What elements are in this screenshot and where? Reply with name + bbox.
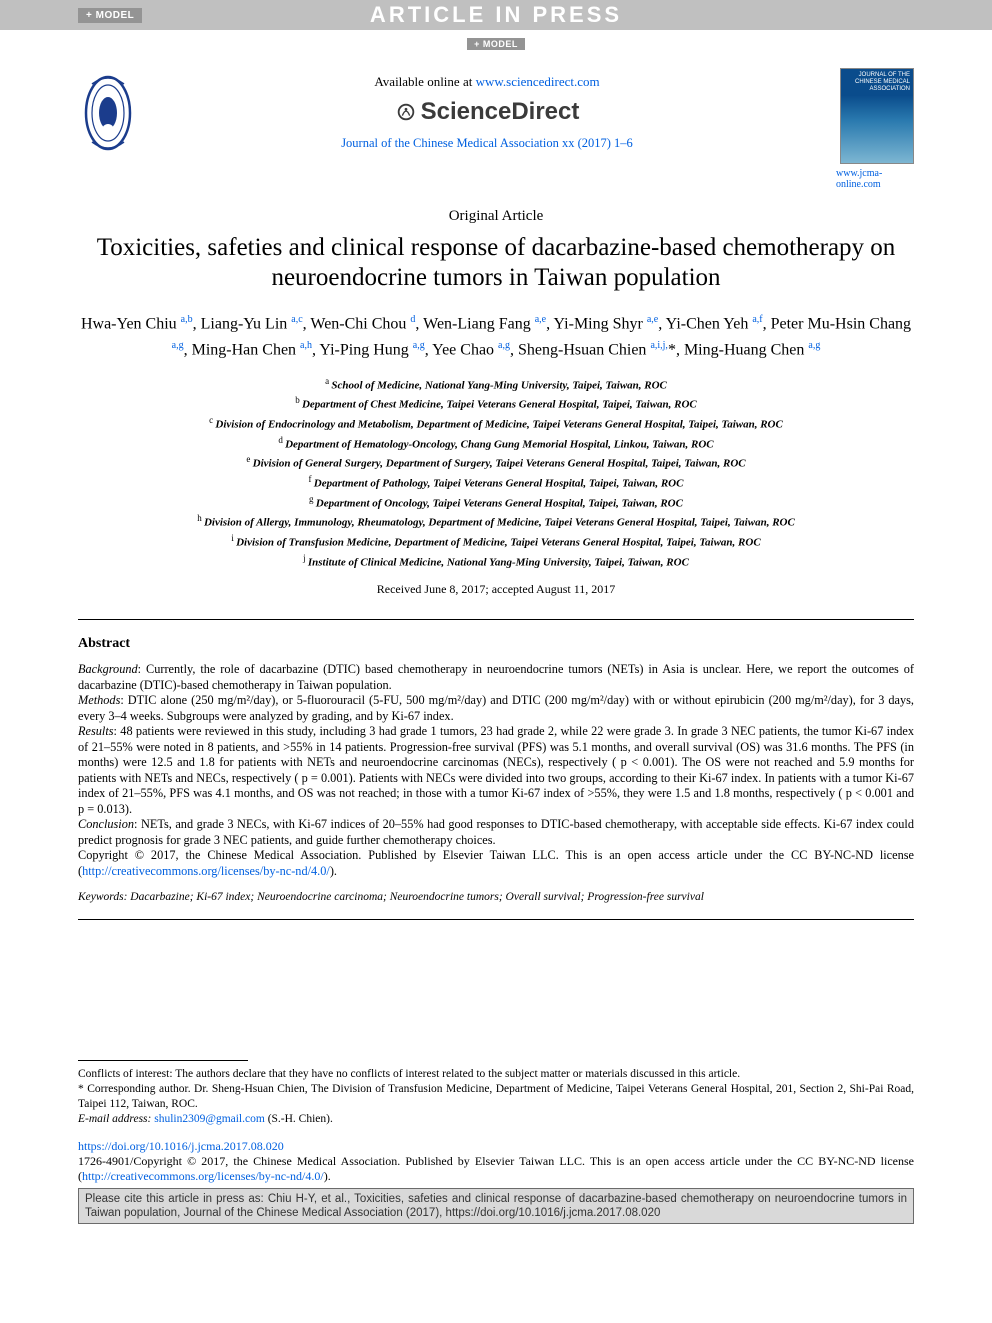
affiliation-item: Department of Hematology-Oncology, Chang… (285, 438, 714, 450)
methods-text: : DTIC alone (250 mg/m²/day), or 5-fluor… (78, 693, 914, 723)
available-online-line: Available online at www.sciencedirect.co… (138, 74, 836, 90)
conflicts-of-interest: Conflicts of interest: The authors decla… (78, 1067, 914, 1082)
article-title: Toxicities, safeties and clinical respon… (78, 233, 914, 293)
affiliation-item: Department of Oncology, Taipei Veterans … (316, 497, 683, 509)
conclusion-text: : NETs, and grade 3 NECs, with Ki-67 ind… (78, 817, 914, 847)
footnote-rule (78, 1060, 248, 1061)
journal-reference: Journal of the Chinese Medical Associati… (138, 136, 836, 151)
journal-cover-thumb: JOURNAL OF THE CHINESE MEDICAL ASSOCIATI… (840, 68, 914, 164)
affiliation-item: Institute of Clinical Medicine, National… (308, 556, 689, 568)
conclusion-label: Conclusion (78, 817, 134, 831)
affiliation-item: School of Medicine, National Yang-Ming U… (331, 379, 667, 391)
email-line: E-mail address: shulin2309@gmail.com (S.… (78, 1112, 914, 1127)
model-badge-mid-wrap: + MODEL (0, 34, 992, 52)
keywords-line: Keywords: Dacarbazine; Ki-67 index; Neur… (78, 891, 914, 903)
results-text: : 48 patients were reviewed in this stud… (78, 724, 914, 816)
sciencedirect-logo: ScienceDirect (138, 98, 836, 126)
society-logo (78, 68, 138, 158)
background-label: Background (78, 662, 138, 676)
methods-label: Methods (78, 693, 120, 707)
article-in-press-bar: + MODEL ARTICLE IN PRESS (0, 0, 992, 30)
sciencedirect-icon (395, 101, 417, 123)
society-logo-icon (82, 72, 134, 154)
cover-title: JOURNAL OF THE CHINESE MEDICAL ASSOCIATI… (844, 72, 910, 93)
keywords-label: Keywords: (78, 891, 127, 903)
author-email[interactable]: shulin2309@gmail.com (154, 1113, 265, 1125)
abstract-body: Background: Currently, the role of dacar… (78, 662, 914, 879)
footer-notes: Conflicts of interest: The authors decla… (78, 1060, 914, 1224)
corresponding-author: * Corresponding author. Dr. Sheng-Hsuan … (78, 1082, 914, 1112)
results-label: Results (78, 724, 114, 738)
model-badge-top: + MODEL (78, 8, 142, 23)
issn-copyright: 1726-4901/Copyright © 2017, the Chinese … (78, 1154, 914, 1184)
affiliation-list: a School of Medicine, National Yang-Ming… (78, 374, 914, 571)
affiliation-item: Department of Chest Medicine, Taipei Vet… (302, 399, 697, 411)
author-list: Hwa-Yen Chiu a,b, Liang-Yu Lin a,c, Wen-… (78, 309, 914, 362)
email-suffix: (S.-H. Chien). (265, 1113, 333, 1125)
background-text: : Currently, the role of dacarbazine (DT… (78, 662, 914, 692)
rule-bottom (78, 919, 914, 920)
affiliation-item: Division of Transfusion Medicine, Depart… (236, 537, 761, 549)
abstract-heading: Abstract (78, 636, 914, 652)
journal-header: Available online at www.sciencedirect.co… (78, 68, 914, 190)
doi-link-line: https://doi.org/10.1016/j.jcma.2017.08.0… (78, 1139, 914, 1154)
issn-suffix: ). (324, 1169, 331, 1183)
copyright-suffix: ). (330, 864, 337, 878)
email-label: E-mail address: (78, 1113, 154, 1125)
sciencedirect-text: ScienceDirect (421, 98, 580, 126)
doi-link[interactable]: https://doi.org/10.1016/j.jcma.2017.08.0… (78, 1139, 284, 1153)
article-type: Original Article (78, 208, 914, 225)
affiliation-item: Department of Pathology, Taipei Veterans… (314, 478, 684, 490)
in-press-label: ARTICLE IN PRESS (370, 2, 622, 28)
citation-box: Please cite this article in press as: Ch… (78, 1188, 914, 1224)
available-prefix: Available online at (374, 74, 475, 89)
sciencedirect-url[interactable]: www.sciencedirect.com (476, 74, 600, 89)
license-link[interactable]: http://creativecommons.org/licenses/by-n… (82, 864, 330, 878)
keywords-text: Dacarbazine; Ki-67 index; Neuroendocrine… (127, 891, 703, 903)
issn-license-link[interactable]: http://creativecommons.org/licenses/by-n… (82, 1169, 324, 1183)
affiliation-item: Division of Endocrinology and Metabolism… (215, 419, 782, 431)
affiliation-item: Division of General Surgery, Department … (253, 458, 746, 470)
article-dates: Received June 8, 2017; accepted August 1… (78, 582, 914, 597)
journal-homepage-link[interactable]: www.jcma-online.com (836, 168, 914, 190)
model-badge-mid: + MODEL (467, 38, 525, 50)
rule-top (78, 619, 914, 620)
affiliation-item: Division of Allergy, Immunology, Rheumat… (204, 517, 795, 529)
